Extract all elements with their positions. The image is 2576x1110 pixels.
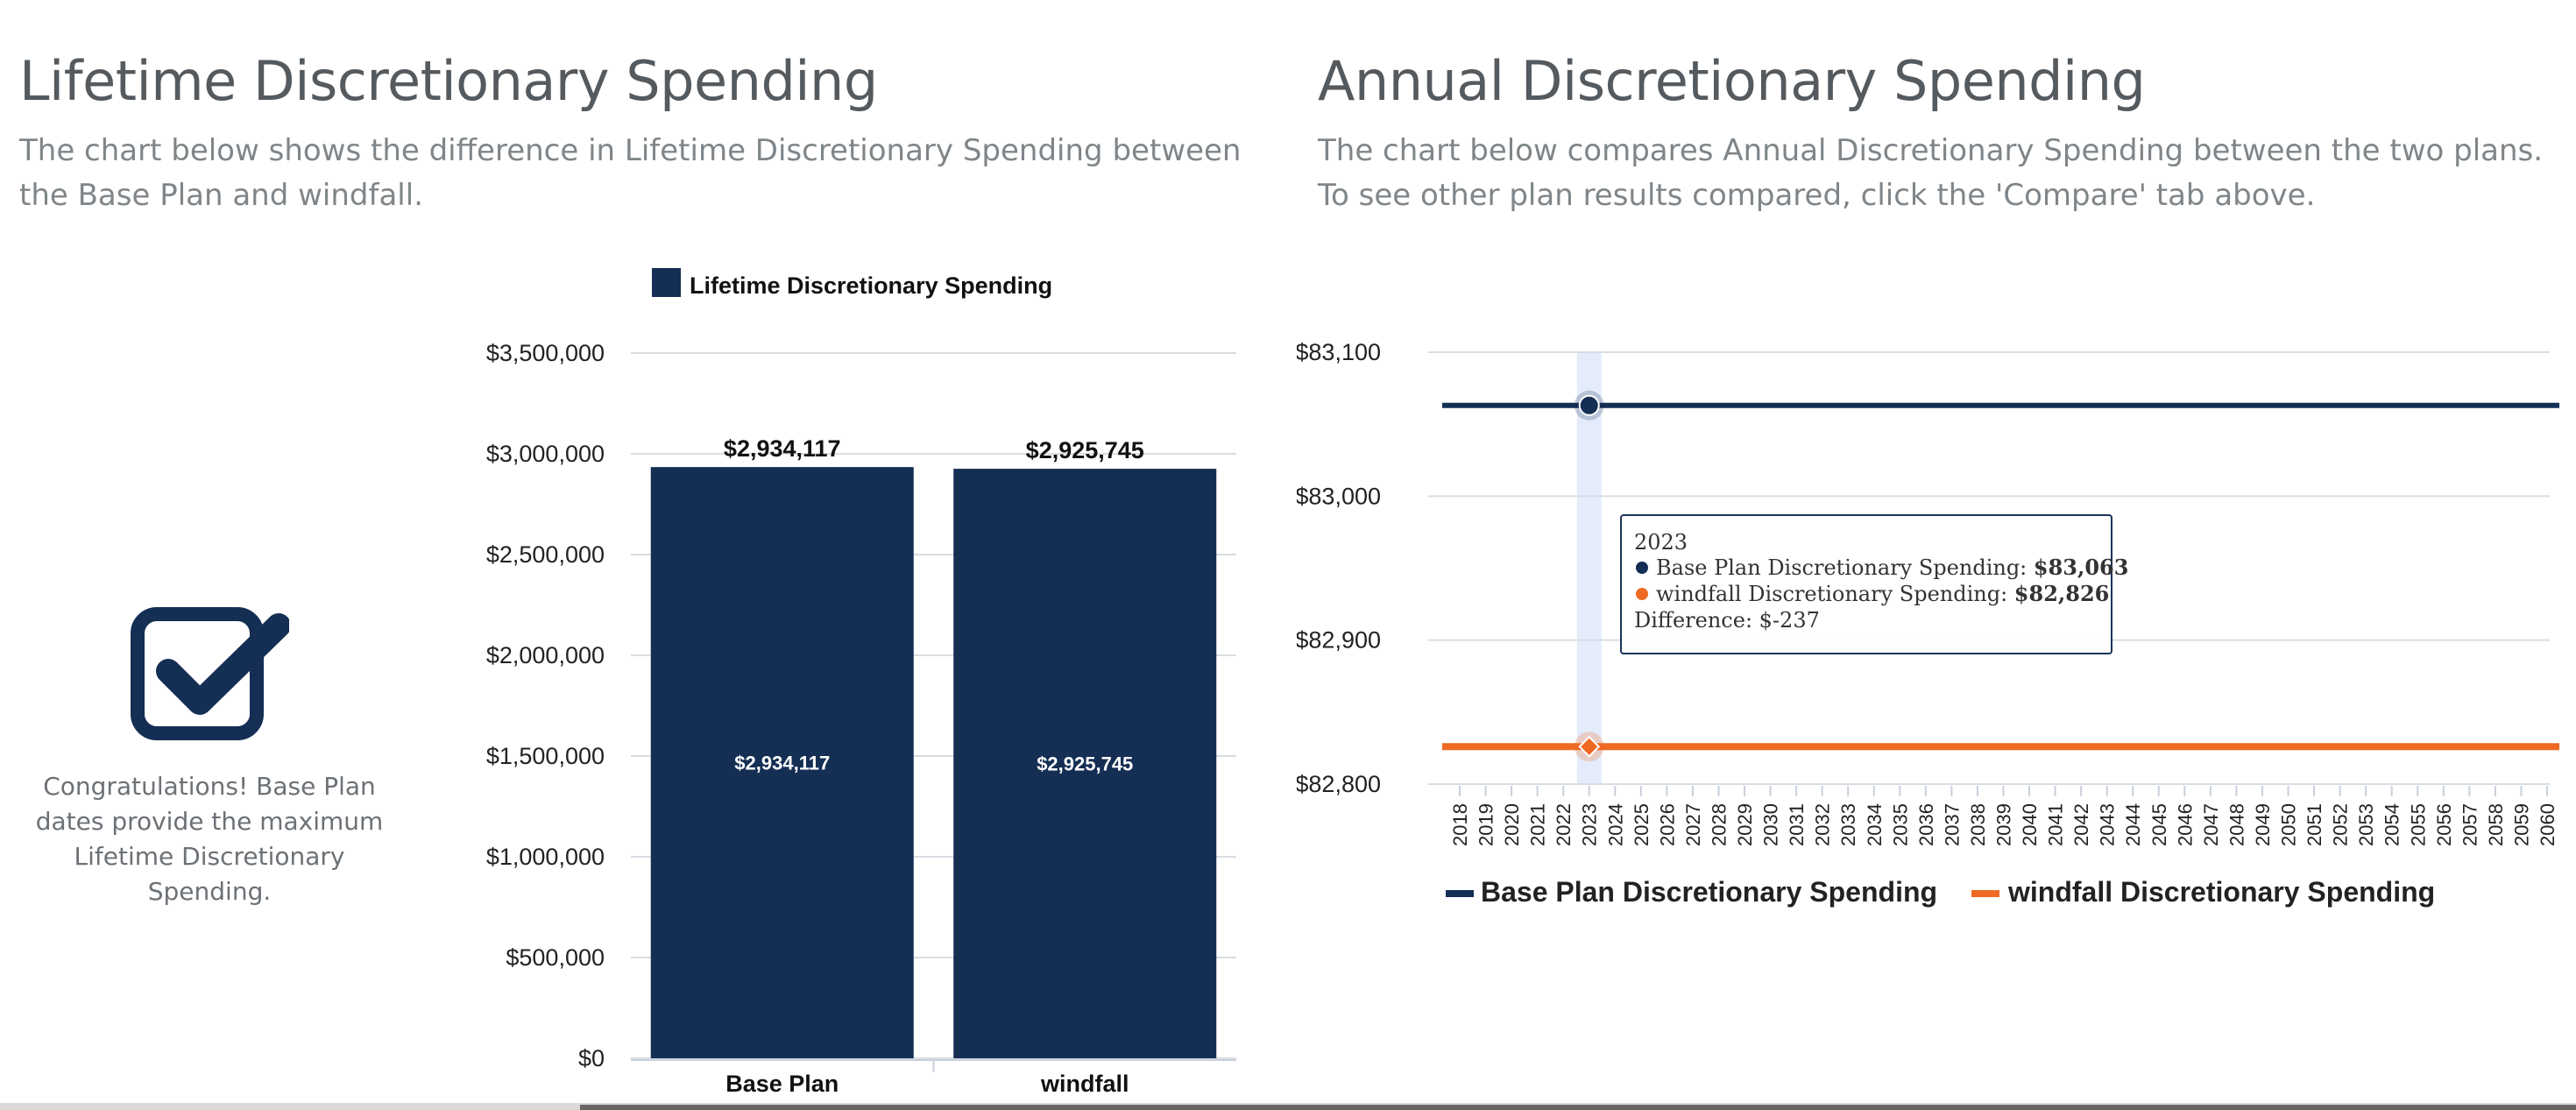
line-xtick-label: 2030 xyxy=(1760,803,1782,846)
line-ytick-label: $82,900 xyxy=(1297,627,1381,654)
line-xtick-label: 2051 xyxy=(2304,803,2325,846)
line-xtick-label: 2054 xyxy=(2381,803,2403,846)
line-xtick-label: 2038 xyxy=(1967,803,1989,846)
crosshair-band xyxy=(1576,352,1602,784)
line-legend: Base Plan Discretionary Spending windfal… xyxy=(1446,876,2435,908)
line-xtick-label: 2060 xyxy=(2537,803,2558,846)
legend-label-windfall[interactable]: windfall Discretionary Spending xyxy=(2007,876,2435,908)
tooltip-windfall-dot xyxy=(1636,588,1648,600)
legend-swatch-lifetime[interactable] xyxy=(652,268,681,297)
line-xtick-label: 2025 xyxy=(1631,803,1652,846)
window-scrollbar[interactable] xyxy=(580,1105,2576,1110)
base-marker[interactable] xyxy=(1578,394,1600,416)
bar-inner-label: $2,934,117 xyxy=(734,753,830,774)
bar-ytick-label: $1,000,000 xyxy=(486,844,605,870)
bar-ytick-label: $3,000,000 xyxy=(486,441,605,467)
bar-inner-label: $2,925,745 xyxy=(1037,753,1133,775)
line-ytick-label: $82,800 xyxy=(1297,771,1381,797)
line-xtick-label: 2022 xyxy=(1553,803,1575,846)
legend-swatch-base[interactable] xyxy=(1446,890,1474,897)
annual-spending-line-chart: $82,800$82,900$83,000$83,100 2018 2019 202… xyxy=(1297,339,2559,908)
line-xtick-label: 2049 xyxy=(2252,803,2274,846)
svg-text:windfall Discretionary Spendin: windfall Discretionary Spending: $82,826 xyxy=(1656,581,2109,606)
line-ytick-label: $83,000 xyxy=(1297,483,1381,509)
line-xtick-label: 2056 xyxy=(2433,803,2455,846)
line-xtick-label: 2041 xyxy=(2045,803,2067,846)
line-xtick-label: 2036 xyxy=(1915,803,1937,846)
line-xtick-label: 2021 xyxy=(1527,803,1549,846)
line-xtick-label: 2029 xyxy=(1734,803,1756,846)
bar-ytick-label: $0 xyxy=(578,1045,605,1071)
line-xtick-label: 2059 xyxy=(2510,803,2532,846)
bar-ytick-label: $500,000 xyxy=(506,944,605,971)
checkbox-checked-icon xyxy=(130,606,291,746)
line-xtick-label: 2023 xyxy=(1579,803,1601,846)
line-xtick-label: 2035 xyxy=(1889,803,1911,846)
bar-top-label: $2,925,745 xyxy=(1026,437,1144,463)
bar-ytick-label: $3,500,000 xyxy=(486,340,605,366)
line-xtick-label: 2058 xyxy=(2485,803,2507,846)
line-xtick-label: 2044 xyxy=(2122,803,2144,846)
windfall-marker[interactable] xyxy=(1578,735,1601,758)
line-xtick-label: 2024 xyxy=(1604,803,1626,846)
svg-text:Base Plan Discretionary Spendi: Base Plan Discretionary Spending: $83,06… xyxy=(1656,555,2128,580)
line-ytick-label: $83,100 xyxy=(1297,339,1381,365)
line-xtick-label: 2027 xyxy=(1682,803,1704,846)
lifetime-spending-bar-chart: Lifetime Discretionary Spending $0 $500,0… xyxy=(486,268,1236,1097)
tooltip-base-label: Base Plan Discretionary Spending: xyxy=(1656,555,2034,580)
line-xtick-label: 2031 xyxy=(1786,803,1808,846)
line-xtick-label: 2020 xyxy=(1501,803,1523,846)
annual-spending-title: Annual Discretionary Spending xyxy=(1318,49,2146,113)
line-xtick-label: 2034 xyxy=(1864,803,1886,846)
lifetime-spending-title: Lifetime Discretionary Spending xyxy=(19,49,878,113)
bar-ytick-label: $2,500,000 xyxy=(486,541,605,568)
bar-ytick-label: $2,000,000 xyxy=(486,642,605,668)
line-xtick-label: 2046 xyxy=(2174,803,2196,846)
bar-windfall[interactable] xyxy=(953,469,1217,1058)
line-xtick-label: 2040 xyxy=(2019,803,2041,846)
line-xtick-label: 2032 xyxy=(1812,803,1834,846)
chart-tooltip: 2023 Base Plan Discretionary Spending: $… xyxy=(1620,514,2128,654)
line-xtick-label: 2050 xyxy=(2278,803,2300,846)
line-xtick-label: 2057 xyxy=(2459,803,2480,846)
line-xtick-label: 2026 xyxy=(1656,803,1678,846)
bar-ytick-label: $1,500,000 xyxy=(486,743,605,769)
line-xtick-label: 2028 xyxy=(1708,803,1730,846)
bar-category-label: Base Plan xyxy=(725,1071,839,1097)
line-xtick-label: 2052 xyxy=(2330,803,2352,846)
line-xtick-label: 2019 xyxy=(1476,803,1497,846)
bar-base-plan[interactable] xyxy=(650,467,914,1058)
tooltip-base-dot xyxy=(1636,562,1648,574)
line-xtick-label: 2042 xyxy=(2070,803,2092,846)
tooltip-windfall-value: $82,826 xyxy=(2014,581,2110,606)
line-xtick-label: 2037 xyxy=(1941,803,1963,846)
bar-category-label: windfall xyxy=(1040,1071,1129,1097)
congrats-message: Congratulations! Base Plan dates provide… xyxy=(35,772,384,906)
line-xtick-label: 2053 xyxy=(2355,803,2377,846)
lifetime-spending-description: The chart below shows the difference in … xyxy=(19,133,1242,213)
tooltip-difference: Difference: $-237 xyxy=(1634,608,1820,633)
annual-spending-description: The chart below compares Annual Discreti… xyxy=(1318,133,2544,213)
legend-swatch-windfall[interactable] xyxy=(1971,890,1999,897)
line-xtick-label: 2033 xyxy=(1837,803,1859,846)
line-xtick-label: 2048 xyxy=(2226,803,2247,846)
legend-label-lifetime[interactable]: Lifetime Discretionary Spending xyxy=(690,272,1052,299)
tooltip-year: 2023 xyxy=(1634,530,1688,555)
line-xtick-label: 2043 xyxy=(2097,803,2119,846)
bar-top-label: $2,934,117 xyxy=(724,435,841,462)
legend-label-base[interactable]: Base Plan Discretionary Spending xyxy=(1481,876,1937,908)
line-xtick-label: 2055 xyxy=(2407,803,2429,846)
tooltip-windfall-label: windfall Discretionary Spending: xyxy=(1656,582,2014,606)
line-xtick-label: 2047 xyxy=(2200,803,2222,846)
line-xtick-label: 2018 xyxy=(1449,803,1471,846)
tooltip-base-value: $83,063 xyxy=(2034,555,2129,580)
line-xtick-label: 2039 xyxy=(1993,803,2015,846)
line-xtick-label: 2045 xyxy=(2148,803,2170,846)
